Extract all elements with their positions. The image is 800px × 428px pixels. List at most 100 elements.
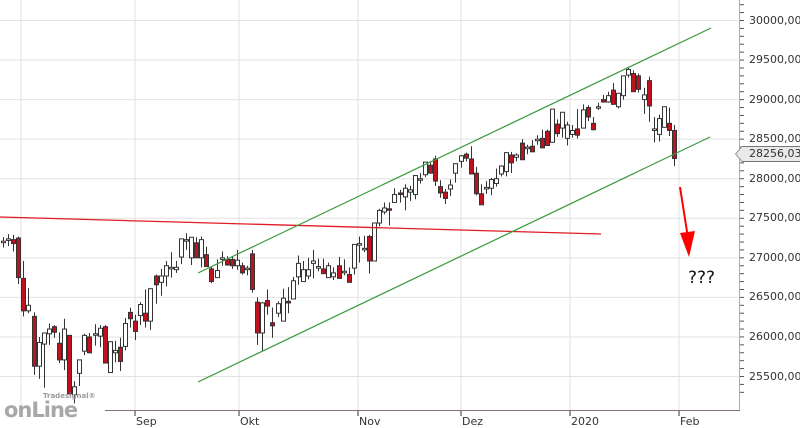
y-label: 28000,00 — [749, 171, 800, 185]
x-label: Nov — [359, 415, 381, 428]
candle-up — [189, 236, 194, 259]
candle-up — [296, 262, 301, 278]
y-label: 27500,00 — [749, 211, 800, 225]
grid-lines — [0, 0, 739, 410]
candle-up — [72, 386, 77, 396]
candle-up — [362, 247, 367, 251]
candle-up — [281, 297, 286, 322]
candle-down — [250, 253, 255, 290]
candle-up — [581, 109, 586, 129]
candle-down — [103, 326, 108, 364]
candle-up — [199, 239, 204, 259]
candle-up — [47, 328, 52, 335]
candle-up — [235, 259, 240, 267]
x-label: Dez — [462, 415, 484, 428]
candle-up — [565, 124, 570, 139]
trend-lines — [0, 27, 712, 383]
candle-up — [77, 359, 82, 374]
candle-up — [357, 243, 362, 246]
candle-up — [220, 257, 225, 260]
candle-up — [301, 269, 306, 283]
axes — [105, 0, 744, 416]
candle-up — [652, 128, 657, 131]
candle-up — [174, 266, 179, 271]
x-label: Okt — [240, 415, 260, 428]
candle-down — [194, 242, 199, 259]
x-label: Feb — [680, 415, 700, 428]
candle-up — [123, 322, 128, 347]
candle-up — [62, 328, 67, 361]
candle-up — [276, 303, 281, 314]
candle-up — [596, 106, 601, 109]
candle-up — [606, 95, 611, 103]
candle-up — [164, 265, 169, 277]
candle-up — [169, 266, 174, 270]
candle-up — [372, 222, 377, 262]
candle-down — [209, 268, 214, 283]
candle-up — [560, 111, 565, 129]
candle-up — [245, 267, 250, 271]
candle-down — [540, 137, 545, 149]
candle-down — [143, 312, 148, 322]
down-arrow-head — [680, 231, 695, 257]
y-label: 25500,00 — [749, 369, 800, 383]
candle-down — [154, 275, 159, 286]
candle-up — [113, 349, 118, 354]
candle-down — [21, 277, 26, 312]
candle-up — [342, 270, 347, 274]
x-label: 2020 — [571, 415, 599, 428]
y-label: 29000,00 — [749, 92, 800, 106]
candle-down — [387, 208, 392, 211]
candle-up — [525, 146, 530, 150]
candle-up — [423, 161, 428, 176]
candle-up — [657, 118, 662, 135]
y-label: 29500,00 — [749, 53, 800, 67]
candle-down — [636, 75, 641, 90]
candle-up — [448, 184, 453, 190]
candle-up — [1, 240, 6, 244]
candle-down — [240, 265, 245, 274]
candle-down — [520, 142, 525, 161]
candle-up — [504, 152, 509, 173]
candle-down — [631, 73, 636, 93]
down-arrow-shaft — [679, 186, 689, 239]
candle-up — [535, 138, 540, 142]
candle-up — [626, 69, 631, 76]
candle-up — [37, 341, 42, 367]
candle-up — [291, 280, 296, 300]
candle-down — [479, 193, 484, 206]
candle-up — [6, 238, 11, 241]
candle-up — [42, 332, 47, 345]
candle-up — [550, 108, 555, 143]
candle-down — [464, 153, 469, 159]
y-label: 30000,00 — [749, 13, 800, 27]
candle-up — [311, 260, 316, 264]
candle-up — [616, 92, 621, 108]
candle-up — [306, 269, 311, 277]
candle-down — [398, 192, 403, 196]
candle-down — [347, 273, 352, 283]
tradesignal-logo: Tradesignal® onLine — [2, 392, 102, 426]
candle-down — [443, 191, 448, 200]
candle-up — [82, 334, 87, 352]
candle-down — [575, 128, 580, 136]
candle-down — [438, 186, 443, 194]
candle-down — [672, 129, 677, 159]
candle-up — [453, 163, 458, 174]
candle-down — [647, 80, 652, 107]
candle-up — [93, 333, 98, 336]
candle-up — [392, 194, 397, 203]
candle-down — [230, 258, 235, 267]
candle-up — [215, 269, 220, 279]
last-price-tag: 28256,03 — [735, 146, 800, 162]
candle-down — [367, 235, 372, 262]
candle-down — [611, 89, 616, 105]
candle-up — [148, 288, 153, 322]
candle-up — [316, 266, 321, 269]
candle-up — [459, 155, 464, 162]
candle-up — [570, 129, 575, 135]
candle-down — [667, 122, 672, 131]
candle-down — [530, 145, 535, 153]
candle-up — [413, 175, 418, 196]
candle-up — [377, 209, 382, 224]
